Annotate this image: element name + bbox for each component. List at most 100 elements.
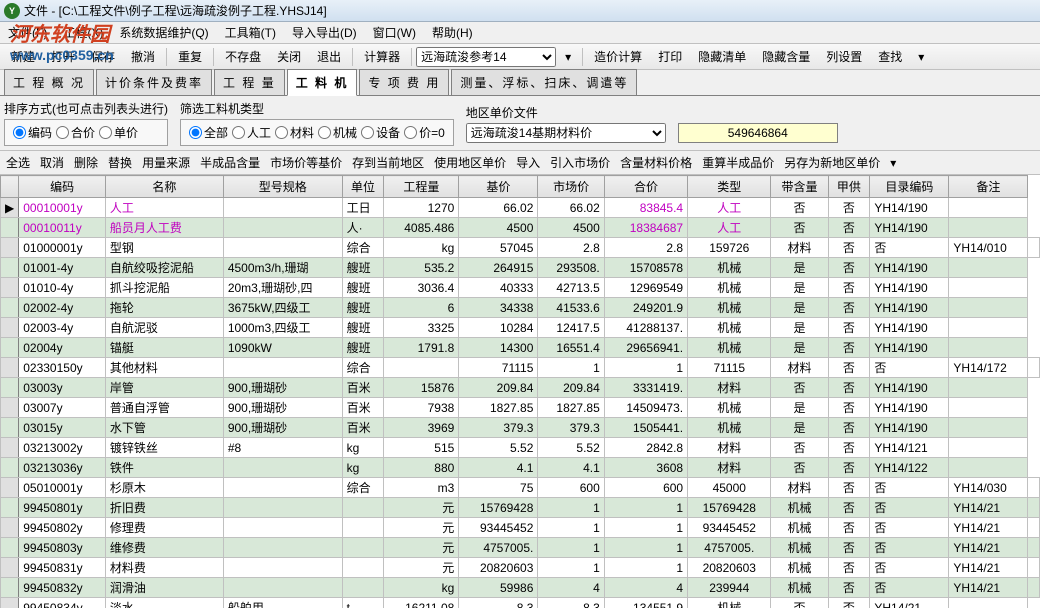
chevron-down-icon[interactable]: ▾: [558, 47, 578, 67]
col-header[interactable]: 型号规格: [223, 176, 342, 198]
data-grid[interactable]: 编码名称型号规格单位工程量基价市场价合价类型带含量甲供目录编码备注 ▶00010…: [0, 175, 1040, 608]
col-header[interactable]: 目录编码: [870, 176, 949, 198]
toolbar-btn[interactable]: 计算器: [357, 45, 407, 68]
menu-item[interactable]: 导入导出(D): [288, 22, 361, 43]
cell: 机械: [771, 558, 828, 578]
col-header[interactable]: 编码: [19, 176, 106, 198]
radio-type[interactable]: 设备: [361, 124, 400, 141]
menu-item[interactable]: 窗口(W): [369, 22, 420, 43]
toolbar-btn[interactable]: 列设置: [819, 45, 869, 68]
table-row[interactable]: 02004y锚艇1090kW艘班1791.81430016551.4296569…: [1, 338, 1040, 358]
tab[interactable]: 测量、浮标、扫床、调遣等: [451, 69, 637, 95]
table-row[interactable]: 03213002y镀锌铁丝#8kg5155.525.522842.8材料否否YH…: [1, 438, 1040, 458]
cell: 57045: [459, 238, 538, 258]
table-row[interactable]: 99450832y润滑油kg5998644239944机械否否YH14/21: [1, 578, 1040, 598]
cell: 否: [870, 478, 949, 498]
table-row[interactable]: 02003-4y自航泥驳1000m3,四级工艘班33251028412417.5…: [1, 318, 1040, 338]
table-row[interactable]: ▶00010001y人工工日127066.0266.0283845.4人工否否Y…: [1, 198, 1040, 218]
action-link[interactable]: 使用地区单价: [434, 154, 506, 171]
table-row[interactable]: 99450834y淡水船舶用t16211.088.38.3134551.9机械否…: [1, 598, 1040, 608]
col-header[interactable]: 合价: [604, 176, 687, 198]
chevron-down-icon[interactable]: ▾: [890, 156, 896, 170]
action-link[interactable]: 全选: [6, 154, 30, 171]
toolbar-btn[interactable]: 重复: [171, 45, 209, 68]
toolbar-btn[interactable]: 打印: [651, 45, 689, 68]
toolbar-btn[interactable]: 退出: [310, 45, 348, 68]
action-link[interactable]: 引入市场价: [550, 154, 610, 171]
action-link[interactable]: 市场价等基价: [270, 154, 342, 171]
action-link[interactable]: 导入: [516, 154, 540, 171]
menu-item[interactable]: 系统数据维护(Q): [115, 22, 212, 43]
col-header[interactable]: 市场价: [538, 176, 604, 198]
chevron-down-icon[interactable]: ▾: [911, 47, 931, 67]
action-link[interactable]: 另存为新地区单价: [784, 154, 880, 171]
tab[interactable]: 工 程 概 况: [4, 69, 94, 95]
table-row[interactable]: 01010-4y抓斗挖泥船20m3,珊瑚砂,四艘班3036.4403334271…: [1, 278, 1040, 298]
toolbar-btn[interactable]: 保存: [84, 45, 122, 68]
table-row[interactable]: 99450802y修理费元934454521193445452机械否否YH14/…: [1, 518, 1040, 538]
action-link[interactable]: 用量来源: [142, 154, 190, 171]
table-row[interactable]: 01000001y型钢综合kg570452.82.8159726材料否否YH14…: [1, 238, 1040, 258]
toolbar-btn[interactable]: 打开: [44, 45, 82, 68]
radio-sort[interactable]: 合价: [56, 124, 95, 141]
tab[interactable]: 专 项 费 用: [359, 69, 449, 95]
tab[interactable]: 工 料 机: [287, 69, 358, 96]
table-row[interactable]: 03007y普通自浮管900,珊瑚砂百米79381827.851827.8514…: [1, 398, 1040, 418]
table-row[interactable]: 99450803y维修费元4757005.114757005.机械否否YH14/…: [1, 538, 1040, 558]
toolbar-btn[interactable]: 撤消: [124, 45, 162, 68]
table-row[interactable]: 00010011y船员月人工费人·4085.486450045001838468…: [1, 218, 1040, 238]
table-row[interactable]: 03015y水下管900,珊瑚砂百米3969379.3379.31505441.…: [1, 418, 1040, 438]
table-row[interactable]: 03003y岸管900,珊瑚砂百米15876209.84209.84333141…: [1, 378, 1040, 398]
action-link[interactable]: 半成品含量: [200, 154, 260, 171]
action-link[interactable]: 替换: [108, 154, 132, 171]
col-header[interactable]: 备注: [949, 176, 1028, 198]
menu-item[interactable]: 文件(F): [4, 22, 51, 43]
toolbar-dropdown[interactable]: 远海疏浚参考14: [416, 47, 556, 67]
action-link[interactable]: 含量材料价格: [620, 154, 692, 171]
toolbar-btn[interactable]: 查找: [871, 45, 909, 68]
cell: 1: [538, 558, 604, 578]
tab[interactable]: 计价条件及费率: [96, 69, 212, 95]
table-row[interactable]: 99450801y折旧费元157694281115769428机械否否YH14/…: [1, 498, 1040, 518]
col-header[interactable]: 名称: [105, 176, 223, 198]
cell: 99450834y: [19, 598, 106, 608]
col-header[interactable]: 单位: [342, 176, 384, 198]
radio-sort[interactable]: 编码: [13, 124, 52, 141]
toolbar-btn[interactable]: 不存盘: [218, 45, 268, 68]
action-link[interactable]: 存到当前地区: [352, 154, 424, 171]
col-header[interactable]: 带含量: [771, 176, 828, 198]
menu-item[interactable]: 工具箱(T): [221, 22, 280, 43]
menu-item[interactable]: 帮助(H): [428, 22, 477, 43]
table-row[interactable]: 01001-4y自航绞吸挖泥船4500m3/h,珊瑚艘班535.22649152…: [1, 258, 1040, 278]
radio-type[interactable]: 材料: [275, 124, 314, 141]
table-row[interactable]: 03213036y铁件kg8804.14.13608材料否否YH14/122: [1, 458, 1040, 478]
search-input[interactable]: [678, 123, 838, 143]
radio-type[interactable]: 人工: [232, 124, 271, 141]
radio-sort[interactable]: 单价: [99, 124, 138, 141]
region-select[interactable]: 远海疏浚14基期材料价: [466, 123, 666, 143]
tab[interactable]: 工 程 量: [214, 69, 285, 95]
table-row[interactable]: 02330150y其他材料综合711151171115材料否否YH14/172: [1, 358, 1040, 378]
toolbar-btn[interactable]: 隐藏含量: [755, 45, 817, 68]
action-link[interactable]: 取消: [40, 154, 64, 171]
cell: 艘班: [342, 278, 384, 298]
table-row[interactable]: 99450831y材料费元208206031120820603机械否否YH14/…: [1, 558, 1040, 578]
table-row[interactable]: 05010001y杉原木综合m37560060045000材料否否YH14/03…: [1, 478, 1040, 498]
menu-item[interactable]: 工程(X): [59, 22, 107, 43]
col-header[interactable]: 工程量: [384, 176, 459, 198]
toolbar-btn[interactable]: 隐藏清单: [691, 45, 753, 68]
cell: 29656941.: [604, 338, 687, 358]
toolbar-btn[interactable]: 造价计算: [587, 45, 649, 68]
radio-type[interactable]: 全部: [189, 124, 228, 141]
toolbar-btn[interactable]: 新建: [4, 45, 42, 68]
action-link[interactable]: 删除: [74, 154, 98, 171]
radio-type[interactable]: 价=0: [404, 124, 445, 141]
action-link[interactable]: 重算半成品价: [702, 154, 774, 171]
col-header[interactable]: 基价: [459, 176, 538, 198]
radio-type[interactable]: 机械: [318, 124, 357, 141]
col-header[interactable]: 甲供: [828, 176, 870, 198]
col-header[interactable]: [1, 176, 19, 198]
toolbar-btn[interactable]: 关闭: [270, 45, 308, 68]
table-row[interactable]: 02002-4y拖轮3675kW,四级工艘班63433841533.624920…: [1, 298, 1040, 318]
col-header[interactable]: 类型: [688, 176, 771, 198]
